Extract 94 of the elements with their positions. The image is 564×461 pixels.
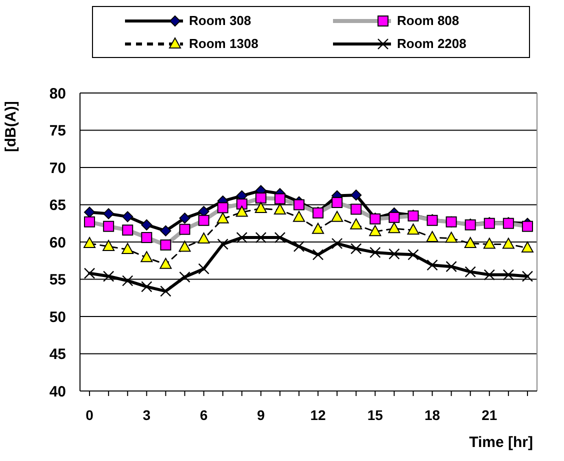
x-tick-label: 0 bbox=[86, 406, 94, 423]
point bbox=[426, 231, 438, 242]
y-tick-label: 70 bbox=[49, 160, 66, 177]
x-tick-label: 15 bbox=[367, 406, 384, 423]
point bbox=[484, 269, 495, 280]
point bbox=[350, 218, 362, 230]
point bbox=[369, 225, 382, 236]
point bbox=[236, 232, 248, 244]
point bbox=[255, 232, 266, 244]
x-axis-title: Time [hr] bbox=[469, 434, 533, 451]
point bbox=[236, 206, 248, 217]
x-tick-label: 18 bbox=[424, 406, 440, 423]
point bbox=[84, 268, 96, 279]
point bbox=[446, 260, 457, 272]
point bbox=[84, 206, 96, 218]
point bbox=[141, 281, 152, 292]
point bbox=[198, 232, 210, 244]
point bbox=[160, 225, 172, 236]
legend-label: Room 2208 bbox=[397, 36, 466, 51]
x-tick-label: 3 bbox=[142, 406, 151, 423]
point bbox=[217, 238, 228, 250]
point bbox=[236, 198, 248, 210]
point bbox=[350, 190, 362, 201]
point bbox=[160, 258, 172, 269]
point bbox=[350, 204, 362, 215]
legend-label: Room 1308 bbox=[189, 36, 258, 51]
point bbox=[388, 222, 400, 234]
x-tick-label: 21 bbox=[482, 406, 498, 423]
y-tick-label: 50 bbox=[49, 308, 66, 326]
point bbox=[84, 216, 96, 228]
x-tick-label: 12 bbox=[310, 406, 326, 423]
point bbox=[332, 197, 343, 208]
point bbox=[312, 222, 324, 234]
x-tick-label: 6 bbox=[200, 406, 208, 423]
point bbox=[331, 210, 344, 222]
point bbox=[254, 202, 267, 213]
y-tick-label: 45 bbox=[49, 346, 66, 364]
point bbox=[293, 240, 305, 252]
point bbox=[522, 270, 534, 282]
point bbox=[141, 232, 152, 244]
point bbox=[179, 271, 190, 283]
point bbox=[350, 243, 362, 254]
point bbox=[274, 193, 286, 204]
point bbox=[426, 259, 438, 271]
point bbox=[103, 208, 114, 220]
point bbox=[198, 263, 210, 274]
point bbox=[408, 249, 419, 260]
point bbox=[331, 238, 343, 250]
point bbox=[141, 219, 152, 230]
y-tick-label: 40 bbox=[49, 383, 66, 400]
point bbox=[388, 212, 400, 223]
point bbox=[370, 246, 381, 258]
point bbox=[312, 249, 324, 260]
point bbox=[178, 240, 191, 252]
point bbox=[122, 211, 134, 222]
point bbox=[216, 212, 229, 224]
point bbox=[179, 212, 190, 224]
point bbox=[103, 220, 114, 232]
point bbox=[292, 210, 305, 222]
x-tick-label: 9 bbox=[256, 406, 265, 423]
point bbox=[122, 275, 134, 286]
point bbox=[293, 199, 304, 210]
point bbox=[84, 236, 96, 248]
point bbox=[464, 236, 476, 248]
point bbox=[140, 251, 153, 262]
point bbox=[102, 240, 115, 251]
point bbox=[160, 286, 172, 297]
point bbox=[102, 270, 114, 282]
point bbox=[179, 224, 190, 235]
y-tick-label: 75 bbox=[49, 122, 66, 140]
point bbox=[445, 232, 458, 243]
point bbox=[464, 266, 476, 278]
point bbox=[522, 220, 533, 232]
y-axis-title: [dB(A)] bbox=[2, 101, 20, 152]
point bbox=[122, 242, 134, 254]
point bbox=[521, 241, 534, 252]
point bbox=[122, 224, 134, 236]
point bbox=[502, 269, 514, 280]
point bbox=[160, 239, 172, 250]
y-tick-label: 80 bbox=[49, 85, 66, 102]
point bbox=[198, 214, 210, 226]
point bbox=[407, 224, 420, 235]
point bbox=[483, 238, 496, 249]
y-tick-label: 60 bbox=[49, 234, 66, 252]
y-tick-label: 55 bbox=[49, 272, 66, 289]
point bbox=[217, 202, 228, 214]
point bbox=[502, 238, 514, 249]
point bbox=[274, 203, 286, 214]
point bbox=[255, 192, 266, 204]
legend-label: Room 308 bbox=[189, 13, 252, 28]
legend-label: Room 808 bbox=[397, 13, 460, 28]
point bbox=[274, 232, 286, 244]
point bbox=[388, 248, 400, 260]
y-tick-label: 65 bbox=[49, 197, 66, 214]
